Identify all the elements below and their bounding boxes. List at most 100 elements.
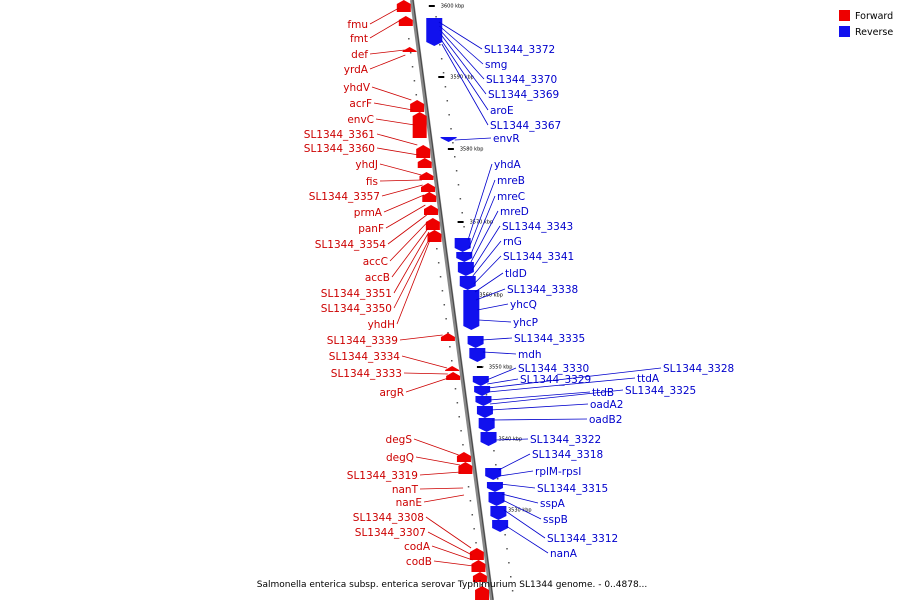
forward-gene-label: SL1344_3357 <box>309 191 380 203</box>
reverse-gene-label: sspA <box>540 498 566 510</box>
reverse-leader-line <box>501 493 539 504</box>
forward-leader-line <box>403 372 448 375</box>
reverse-gene-label: ttdA <box>637 373 660 385</box>
minor-tick <box>467 486 470 488</box>
minor-tick <box>471 514 474 516</box>
minor-tick <box>440 58 443 60</box>
reverse-gene-arrow <box>440 137 457 142</box>
forward-gene-arrow <box>425 218 440 230</box>
legend-reverse-swatch <box>839 26 850 37</box>
forward-gene-label: SL1344_3339 <box>327 335 398 347</box>
scale-tick-label: 3590 kbp <box>450 75 474 81</box>
forward-leader-line <box>419 487 464 490</box>
reverse-gene-arrow <box>454 238 471 252</box>
reverse-gene-label: SL1344_3370 <box>486 74 557 86</box>
forward-leader-line <box>419 471 461 476</box>
minor-tick <box>454 388 457 390</box>
forward-leader-line <box>381 184 423 197</box>
forward-leader-line <box>369 7 400 25</box>
forward-gene-label: fmu <box>347 19 368 31</box>
forward-leader-line <box>385 204 426 229</box>
reverse-gene-arrow <box>463 290 480 330</box>
reverse-gene-label: SL1344_3330 <box>518 363 589 375</box>
reverse-gene-arrow <box>490 506 507 520</box>
reverse-gene-arrow <box>469 348 486 362</box>
forward-gene-arrow <box>446 372 461 380</box>
forward-gene-label: SL1344_3351 <box>321 288 392 300</box>
reverse-gene-label: sspB <box>543 514 568 526</box>
reverse-leader-line <box>467 163 493 241</box>
reverse-leader-line <box>441 39 489 111</box>
forward-gene-arrow <box>458 462 473 474</box>
forward-leader-line <box>433 560 474 567</box>
reverse-gene-label: SL1344_3322 <box>530 434 601 446</box>
reverse-gene-arrow <box>492 520 509 532</box>
minor-tick <box>449 346 451 348</box>
reverse-gene-arrow <box>457 262 474 276</box>
legend-forward-swatch <box>839 10 850 21</box>
forward-gene-label: SL1344_3319 <box>347 470 418 482</box>
reverse-leader-line <box>482 351 517 355</box>
minor-tick <box>473 528 475 530</box>
reverse-gene-label: mreB <box>497 175 525 187</box>
minor-tick <box>442 72 445 74</box>
forward-gene-arrow <box>424 205 438 215</box>
reverse-gene-label: SL1344_3372 <box>484 44 555 56</box>
reverse-gene-label: SL1344_3335 <box>514 333 585 345</box>
genome-backbone-edge <box>412 0 494 600</box>
forward-gene-label: yrdA <box>344 64 369 76</box>
forward-gene-label: SL1344_3307 <box>355 527 426 539</box>
forward-gene-arrow <box>472 572 487 582</box>
forward-gene-arrow <box>469 548 484 560</box>
reverse-leader-line <box>494 438 529 441</box>
reverse-gene-arrow <box>474 386 491 396</box>
minor-tick <box>482 366 484 368</box>
forward-gene-label: SL1344_3354 <box>315 239 387 251</box>
forward-gene-arrow <box>427 230 442 242</box>
reverse-leader-line <box>499 470 534 477</box>
minor-tick <box>456 402 459 404</box>
reverse-leader-line <box>487 367 662 389</box>
reverse-gene-label: SL1344_3328 <box>663 363 734 375</box>
forward-gene-arrow <box>419 172 434 180</box>
forward-leader-line <box>413 438 459 456</box>
forward-gene-label: SL1344_3333 <box>331 368 402 380</box>
minor-tick <box>439 276 442 278</box>
minor-tick <box>463 226 465 228</box>
minor-tick <box>504 534 506 536</box>
reverse-gene-label: mdh <box>518 349 542 361</box>
reverse-leader-line <box>472 240 502 277</box>
forward-leader-line <box>391 227 429 278</box>
minor-tick <box>510 576 512 578</box>
reverse-leader-line <box>470 210 499 263</box>
forward-gene-label: accC <box>363 256 388 268</box>
reverse-gene-arrow <box>478 418 495 432</box>
forward-gene-label: codB <box>406 556 432 568</box>
reverse-gene-label: tldD <box>505 268 527 280</box>
forward-leader-line <box>369 49 405 55</box>
minor-tick <box>459 198 462 200</box>
legend: Forward Reverse <box>839 10 893 38</box>
forward-leader-line <box>401 355 448 369</box>
forward-gene-label: acrF <box>349 98 372 110</box>
reverse-gene-label: yhdA <box>494 159 522 171</box>
reverse-gene-arrow <box>475 396 492 406</box>
reverse-gene-label: SL1344_3338 <box>507 284 578 296</box>
reverse-leader-line <box>438 21 483 50</box>
forward-gene-label: envC <box>347 114 374 126</box>
reverse-leader-line <box>440 33 487 95</box>
scale-tick-label: 3580 kbp <box>460 147 484 153</box>
minor-tick <box>448 114 450 116</box>
reverse-gene-label: smg <box>485 59 507 71</box>
reverse-gene-arrow <box>476 406 493 418</box>
minor-tick <box>458 416 460 418</box>
reverse-leader-line <box>468 179 496 249</box>
minor-tick <box>446 100 449 102</box>
scale-tick-label: 3530 kbp <box>508 508 532 514</box>
reverse-gene-label: SL1344_3312 <box>547 533 618 545</box>
reverse-leader-line <box>454 137 492 141</box>
forward-leader-line <box>369 54 406 70</box>
reverse-gene-arrow <box>459 276 476 290</box>
forward-leader-line <box>423 494 465 503</box>
forward-gene-arrow <box>416 145 431 158</box>
